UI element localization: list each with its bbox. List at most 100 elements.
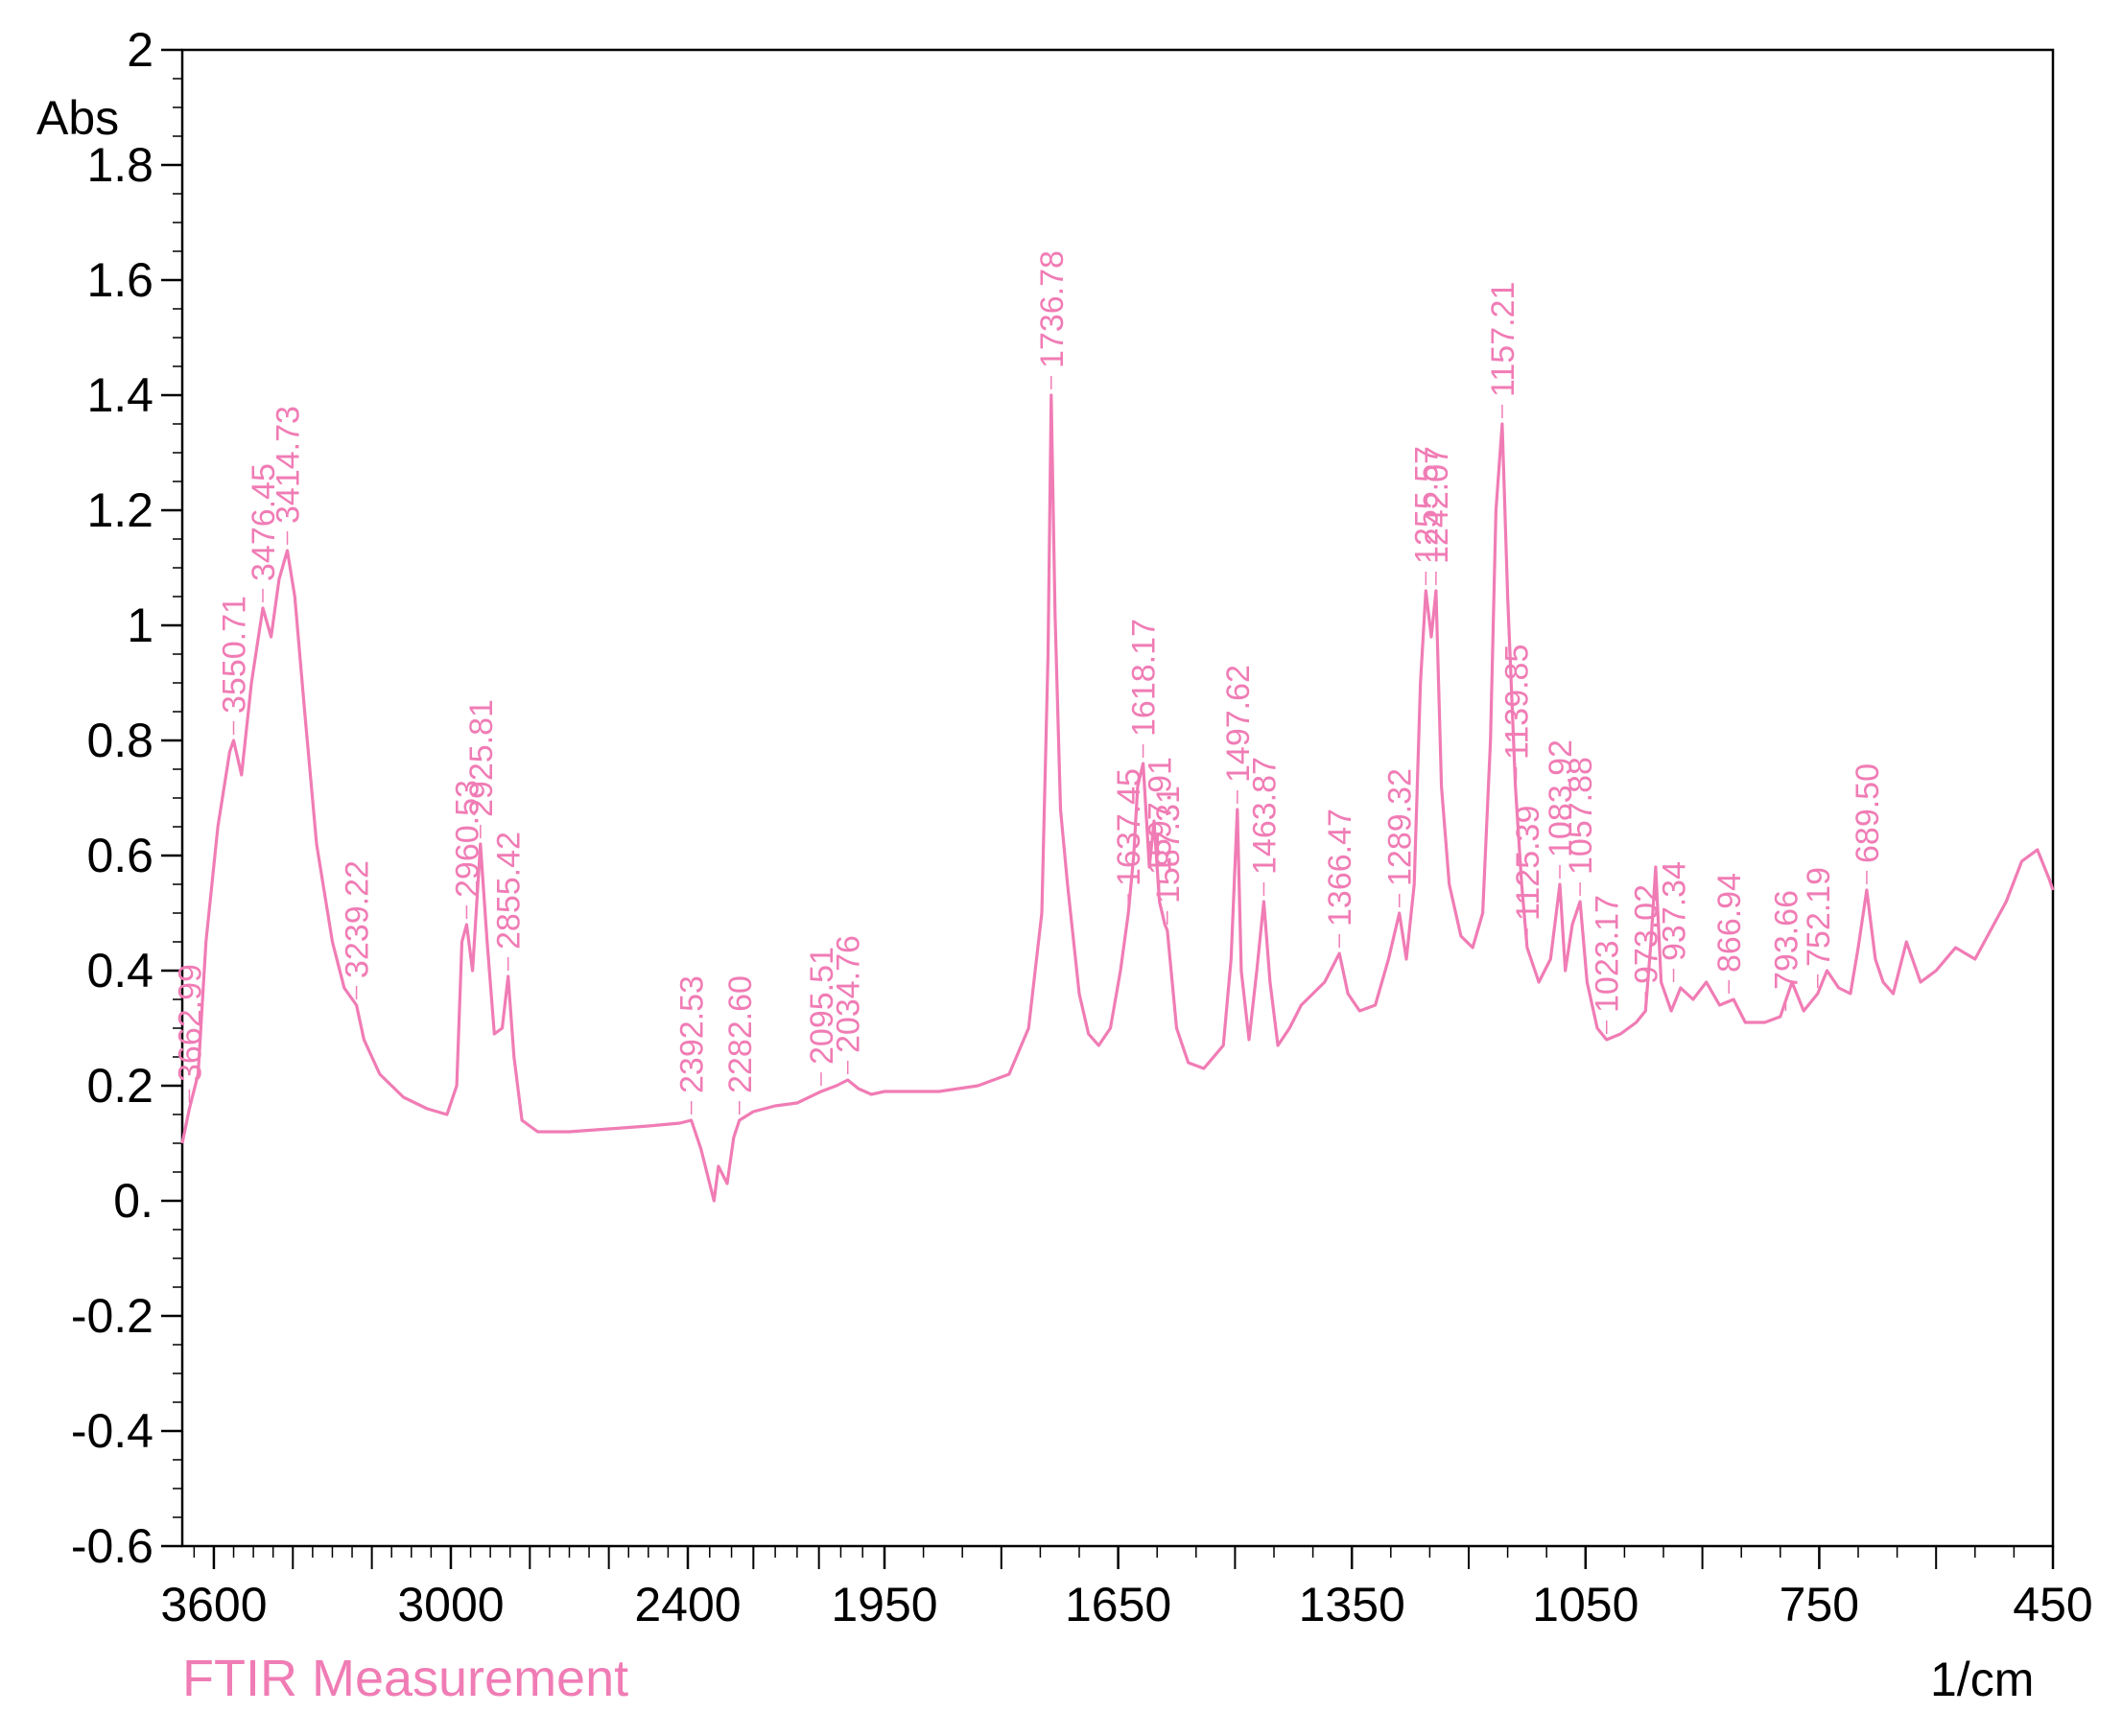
peak-label: 1637.45 (1111, 768, 1147, 907)
peak-label: 3662.99 (172, 964, 208, 1103)
peak-label-text: 1497.62 (1220, 665, 1257, 783)
peak-label: 3414.73 (271, 406, 307, 545)
x-unit-label: 1/cm (1930, 1653, 2034, 1706)
peak-label: 1463.87 (1246, 757, 1283, 896)
y-unit-label: Abs (36, 91, 119, 145)
measurement-label: FTIR Measurement (182, 1650, 628, 1707)
peak-label-text: 1057.88 (1563, 757, 1599, 875)
peak-label-text: 3476.45 (246, 463, 282, 581)
y-tick-label: 0.2 (86, 1059, 153, 1113)
peak-label-text: 1255.57 (1408, 446, 1445, 564)
x-tick-label: 1350 (1299, 1578, 1405, 1631)
peak-label-text: 2095.51 (804, 947, 840, 1065)
y-tick-label: 1.4 (86, 368, 153, 422)
y-tick-label: -0.2 (71, 1289, 153, 1343)
axes: 2 1.8 1.6 1.4 1.2 1 0.8 0.6 0.4 0.2 0. -0.2 -0.4 -0.6… (71, 23, 2093, 1631)
peak-label: 3239.22 (340, 860, 376, 999)
peak-label: 2960.53 (449, 780, 485, 919)
peak-label: 1587.31 (1150, 786, 1187, 925)
peak-label: 2282.60 (722, 975, 759, 1114)
peak-label-text: 1597.91 (1143, 757, 1179, 875)
peak-label: 1497.62 (1220, 665, 1257, 804)
x-tick-label: 1950 (831, 1578, 937, 1631)
peak-label: 1083.92 (1543, 739, 1579, 879)
y-tick-label: 1.2 (86, 483, 153, 537)
peak-label-text: 1463.87 (1246, 757, 1283, 875)
peak-label-text: 1736.78 (1034, 250, 1071, 368)
peak-label: 937.34 (1657, 861, 1693, 982)
peak-label: 1597.91 (1143, 757, 1179, 896)
y-tick-label: -0.4 (71, 1404, 153, 1458)
peak-label-text: 1366.47 (1322, 809, 1358, 927)
peak-label-text: 2392.53 (674, 975, 711, 1093)
peak-label-text: 689.50 (1850, 763, 1886, 863)
peak-label-text: 1157.21 (1485, 282, 1521, 397)
peak-label-text: 3662.99 (172, 964, 208, 1082)
y-tick-label: 1 (127, 598, 153, 652)
peak-label: 1255.57 (1408, 446, 1445, 585)
peak-label: 793.66 (1769, 890, 1805, 1011)
peak-label: 1618.17 (1126, 619, 1163, 758)
peak-label-text: 1637.45 (1111, 768, 1147, 886)
peak-label: 689.50 (1850, 763, 1886, 884)
spectrum-series (180, 393, 2055, 1203)
x-tick-label: 3000 (397, 1578, 504, 1631)
x-tick-label: 2400 (634, 1578, 741, 1631)
peak-label-text: 1289.32 (1382, 768, 1419, 886)
peak-label: 2855.42 (491, 832, 528, 971)
y-tick-label: 0.8 (86, 714, 153, 767)
peak-label-text: 973.02 (1628, 884, 1664, 984)
peak-label-text: 2855.42 (491, 832, 528, 950)
peak-label: 752.19 (1801, 867, 1837, 988)
x-tick-label: 750 (1780, 1578, 1859, 1631)
y-tick-label: 0.6 (86, 829, 153, 882)
x-tick-label: 1050 (1532, 1578, 1639, 1631)
peak-label-text: 793.66 (1769, 890, 1805, 990)
y-tick-label: 1.6 (86, 253, 153, 307)
peak-label-text: 866.94 (1711, 873, 1748, 973)
peak-label-text: 1139.85 (1499, 645, 1536, 760)
peak-label: 1736.78 (1034, 250, 1071, 389)
peak-label-text: 3550.71 (217, 596, 253, 714)
peak-label: 3550.71 (217, 596, 253, 735)
peak-label: 2034.76 (831, 935, 867, 1074)
y-tick-label: 0.4 (86, 944, 153, 997)
x-tick-label: 3600 (160, 1578, 267, 1631)
peak-label: 1289.32 (1382, 768, 1419, 907)
peak-label: 2925.81 (463, 699, 500, 838)
peak-label: 866.94 (1711, 873, 1748, 994)
peak-label: 1157.21 (1485, 282, 1521, 418)
peak-label-text: 1242.07 (1419, 446, 1455, 564)
y-tick-label: 1.8 (86, 138, 153, 192)
peak-label-text: 1587.31 (1150, 786, 1187, 903)
peak-label-text: 2960.53 (449, 780, 485, 898)
peak-label-text: 2034.76 (831, 935, 867, 1053)
peak-label-text: 3414.73 (271, 406, 307, 524)
peak-label-text: 752.19 (1801, 867, 1837, 967)
peak-label: 1125.39 (1510, 806, 1546, 942)
peak-label-text: 1023.17 (1590, 895, 1626, 1013)
peak-label: 1057.88 (1563, 757, 1599, 896)
peak-label: 1366.47 (1322, 809, 1358, 948)
peak-label-text: 937.34 (1657, 861, 1693, 961)
peak-label: 973.02 (1628, 884, 1664, 1005)
y-tick-label: 2 (127, 23, 153, 77)
peak-label-text: 2282.60 (722, 975, 759, 1093)
y-tick-label: 0. (113, 1174, 153, 1228)
peak-label: 1139.85 (1499, 645, 1536, 781)
peak-label-text: 2925.81 (463, 699, 500, 817)
x-tick-label: 1650 (1065, 1578, 1171, 1631)
peak-label: 3476.45 (246, 463, 282, 602)
peak-label: 2095.51 (804, 947, 840, 1086)
spectrum-line (180, 393, 2055, 1203)
peak-label-text: 1083.92 (1543, 739, 1579, 857)
peak-label-text: 1125.39 (1510, 806, 1546, 921)
peak-label-text: 3239.22 (340, 860, 376, 978)
y-tick-label: -0.6 (71, 1519, 153, 1573)
peak-label: 1023.17 (1590, 895, 1626, 1034)
peak-label-text: 1618.17 (1126, 619, 1163, 737)
peak-label: 1242.07 (1419, 446, 1455, 585)
